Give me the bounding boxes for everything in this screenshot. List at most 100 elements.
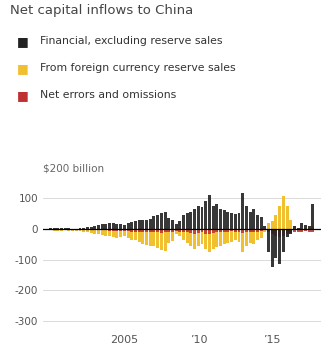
Bar xyxy=(286,229,289,234)
Bar xyxy=(126,229,129,231)
Bar xyxy=(86,227,89,229)
Bar xyxy=(167,218,170,229)
Bar xyxy=(219,209,222,229)
Bar xyxy=(60,229,63,230)
Bar xyxy=(252,229,255,244)
Bar xyxy=(282,229,285,252)
Bar xyxy=(304,225,307,229)
Bar xyxy=(260,229,263,231)
Bar xyxy=(116,229,118,231)
Bar xyxy=(97,229,100,230)
Bar xyxy=(286,206,289,229)
Bar xyxy=(153,216,156,229)
Bar xyxy=(104,224,107,229)
Bar xyxy=(116,224,118,229)
Bar xyxy=(245,229,248,246)
Bar xyxy=(311,229,314,232)
Bar xyxy=(101,224,104,229)
Bar xyxy=(164,229,166,251)
Bar xyxy=(226,229,229,232)
Bar xyxy=(178,229,181,237)
Bar xyxy=(78,229,81,231)
Bar xyxy=(101,229,104,230)
Bar xyxy=(293,229,296,232)
Bar xyxy=(252,229,255,232)
Bar xyxy=(93,229,96,230)
Bar xyxy=(256,215,259,229)
Bar xyxy=(167,229,170,232)
Bar xyxy=(171,229,174,232)
Bar xyxy=(153,229,156,246)
Bar xyxy=(138,220,141,229)
Bar xyxy=(75,229,78,230)
Bar xyxy=(193,229,196,234)
Bar xyxy=(274,229,277,236)
Bar xyxy=(204,229,207,234)
Bar xyxy=(49,228,52,229)
Bar xyxy=(86,229,89,232)
Bar xyxy=(82,228,85,229)
Bar xyxy=(116,229,118,238)
Bar xyxy=(289,220,292,229)
Bar xyxy=(123,225,126,229)
Bar xyxy=(212,229,214,233)
Bar xyxy=(286,229,289,237)
Bar xyxy=(171,229,174,241)
Bar xyxy=(123,229,126,237)
Bar xyxy=(78,229,81,230)
Bar xyxy=(189,212,192,229)
Bar xyxy=(249,229,252,232)
Bar xyxy=(234,214,237,229)
Bar xyxy=(215,204,218,229)
Bar xyxy=(260,217,263,229)
Bar xyxy=(271,229,274,234)
Bar xyxy=(164,212,166,229)
Bar xyxy=(289,229,292,234)
Bar xyxy=(201,229,204,232)
Bar xyxy=(230,229,233,231)
Bar xyxy=(241,229,244,252)
Bar xyxy=(274,215,277,229)
Bar xyxy=(208,195,211,229)
Bar xyxy=(126,223,129,229)
Bar xyxy=(123,229,126,231)
Bar xyxy=(141,229,144,243)
Bar xyxy=(97,225,100,229)
Bar xyxy=(186,213,189,229)
Bar xyxy=(260,229,263,238)
Bar xyxy=(175,224,178,229)
Bar xyxy=(278,229,281,264)
Bar xyxy=(267,229,270,232)
Bar xyxy=(282,196,285,229)
Text: Net errors and omissions: Net errors and omissions xyxy=(40,90,176,100)
Bar xyxy=(149,229,152,232)
Bar xyxy=(119,224,122,229)
Bar xyxy=(156,229,159,232)
Bar xyxy=(282,229,285,236)
Bar xyxy=(212,229,214,249)
Bar xyxy=(241,229,244,233)
Bar xyxy=(145,229,148,232)
Text: ■: ■ xyxy=(17,35,28,48)
Bar xyxy=(112,223,115,229)
Bar xyxy=(126,229,129,238)
Text: Financial, excluding reserve sales: Financial, excluding reserve sales xyxy=(40,36,222,46)
Bar xyxy=(252,209,255,229)
Bar xyxy=(149,219,152,229)
Bar xyxy=(238,213,240,229)
Bar xyxy=(178,221,181,229)
Bar xyxy=(68,229,71,230)
Bar xyxy=(160,213,163,229)
Bar xyxy=(97,229,100,234)
Bar xyxy=(60,228,63,229)
Bar xyxy=(53,229,56,230)
Bar xyxy=(130,229,133,239)
Bar xyxy=(108,229,111,237)
Bar xyxy=(271,229,274,267)
Bar xyxy=(300,223,303,229)
Bar xyxy=(71,229,74,231)
Bar xyxy=(130,229,133,232)
Bar xyxy=(201,207,204,229)
Bar xyxy=(193,229,196,249)
Bar xyxy=(160,229,163,233)
